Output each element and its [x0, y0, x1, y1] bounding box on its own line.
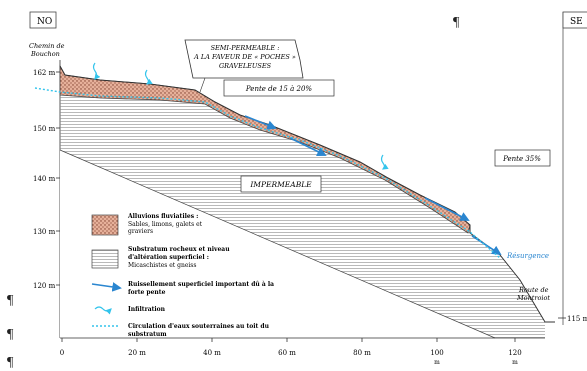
pente-2-box	[494, 149, 551, 167]
groundwater-circulation	[34, 87, 501, 259]
runoff-arrows	[244, 115, 502, 256]
pente-1-box	[223, 79, 335, 97]
x-tick-80: 80 m	[353, 349, 371, 357]
orientation-se: SE	[562, 11, 587, 325]
legend-alluvium-swatch	[91, 214, 119, 236]
legend-substratum-title: Substratum rocheux et niveau	[128, 246, 230, 253]
impermeable-box	[240, 175, 322, 193]
semi-permeable-line-3: GRAVELEUSES	[219, 62, 272, 70]
pilcrow-2: ¶	[7, 327, 14, 342]
legend-infiltration-mark	[94, 306, 112, 315]
substratum-diagonal	[59, 149, 496, 339]
chemin-label-1: Chemin de	[29, 42, 65, 50]
legend-runoff-line-2: forte pente	[128, 289, 166, 296]
y-tick-marks	[56, 71, 60, 286]
pilcrow-3: ¶	[7, 355, 14, 370]
legend-runoff-arrow	[91, 282, 122, 292]
semi-permeable-line-2: A LA FAVEUR DE « POCHES »	[193, 53, 296, 61]
orientation-se-label: SE	[570, 17, 583, 27]
legend-circulation-line-1: Circulation d'eaux souterraines au toit …	[128, 323, 270, 330]
x-unit-120: m	[512, 359, 518, 366]
legend: Alluvions fluviatiles : Sables, limons, …	[91, 213, 274, 338]
orientation-no-label: NO	[37, 17, 52, 27]
legend-circulation-line-2: substratum	[128, 331, 167, 338]
x-tick-40: 40 m	[203, 349, 221, 357]
y-tick-120: 120 m	[33, 282, 56, 290]
resurgence-label: Résurgence	[506, 252, 549, 260]
semi-permeable-annotation	[184, 39, 304, 93]
chemin-label-2: Bouchon	[30, 50, 60, 58]
legend-runoff-line-1: Ruissellement superficiel important dû à…	[128, 281, 274, 288]
y-tick-162: 162 m	[33, 69, 56, 77]
legend-alluvium-line-2: graviers	[128, 228, 153, 235]
legend-alluvium-line-1: Sables, limons, galets et	[128, 221, 203, 228]
semi-permeable-line-1: SEMI-PERMEABLE :	[211, 44, 280, 52]
legend-substratum-swatch	[91, 249, 119, 269]
x-unit-100: m	[434, 359, 440, 366]
y-tick-115: 115 m	[567, 315, 587, 323]
route-label-2: Montroiot	[516, 294, 550, 302]
x-tick-0: 0	[60, 349, 64, 357]
legend-alluvium-title: Alluvions fluviatiles :	[127, 213, 198, 220]
y-tick-150: 150 m	[33, 125, 56, 133]
x-tick-marks	[61, 338, 516, 342]
infiltration-marks	[92, 62, 389, 170]
legend-substratum-line-2: Micaschistes et gneiss	[128, 262, 196, 269]
x-tick-100: 100	[430, 349, 443, 357]
legend-infiltration-label: Infiltration	[128, 306, 166, 313]
orientation-no: NO	[29, 11, 57, 29]
x-tick-120: 120	[508, 349, 521, 357]
y-tick-130: 130 m	[33, 228, 56, 236]
x-tick-20: 20 m	[128, 349, 146, 357]
impermeable-label: IMPERMEABLE	[249, 180, 312, 189]
route-label-1: Route de	[518, 286, 549, 294]
pilcrow-1: ¶	[7, 293, 14, 308]
legend-substratum-line-1: d'altération superficiel :	[128, 254, 209, 261]
y-tick-140: 140 m	[33, 175, 56, 183]
x-tick-60: 60 m	[278, 349, 296, 357]
pente-2-label: Pente 35%	[502, 155, 541, 163]
pilcrow-top: ¶	[453, 15, 460, 30]
pente-1-label: Pente de 15 à 20%	[245, 85, 313, 93]
